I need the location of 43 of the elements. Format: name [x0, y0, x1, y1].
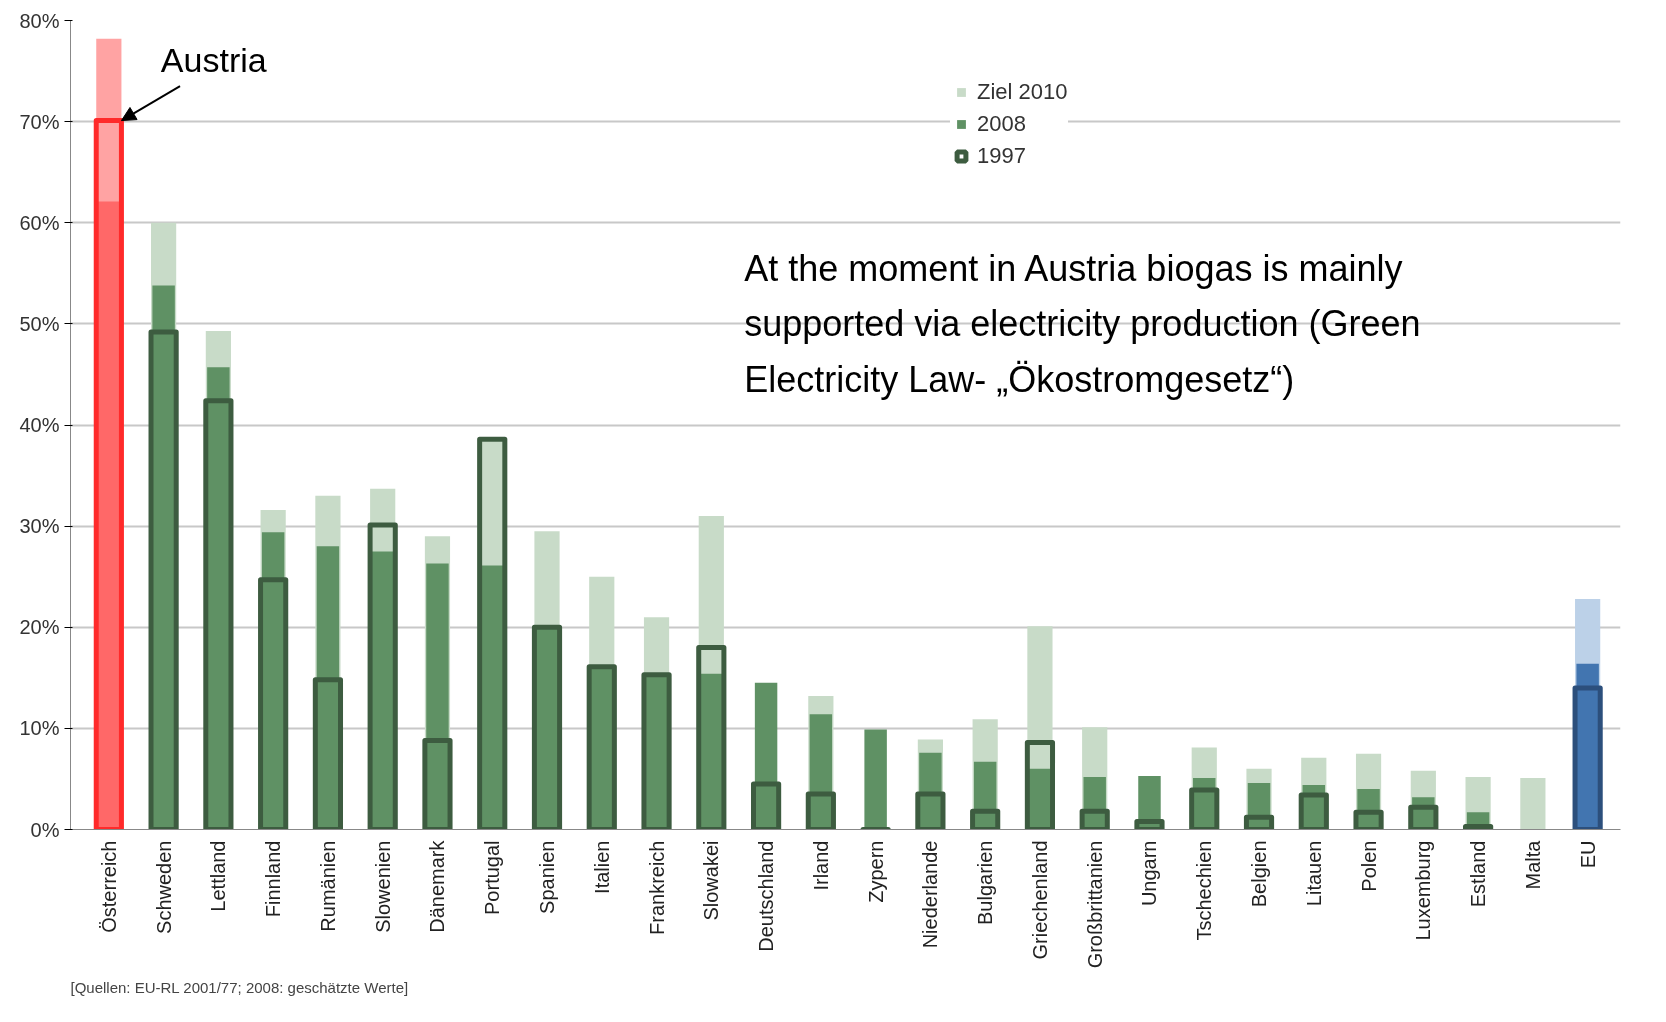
annotation: Austria [160, 41, 267, 80]
annotation: At the moment in Austria biogas is mainly supported via electricity production (Green Electricity Law- „Ökostromgesetz“) [744, 248, 1421, 400]
x-tick-label: Finnland [262, 840, 285, 918]
x-tick-label: Slowakei [700, 840, 723, 921]
y-tick-label: 40% [19, 414, 60, 436]
x-tick-label: Lettland [207, 840, 230, 912]
y-tick-label: 60% [19, 211, 60, 234]
y-tick-label: 30% [19, 515, 60, 538]
x-tick-label: Portugal [481, 840, 504, 915]
x-tick-label: Italien [590, 840, 613, 894]
x-tick-label: Luxemburg [1412, 840, 1435, 941]
x-tick-label: Bulgarien [974, 840, 997, 925]
y-tick-label: 20% [19, 616, 60, 639]
y-tick-label: 70% [19, 110, 60, 133]
legend-label: Ziel 2010 [977, 79, 1068, 105]
x-tick-label: Belgien [1248, 840, 1271, 908]
x-tick-label: Spanien [536, 840, 558, 914]
x-tick-label: Niederlande [919, 840, 942, 949]
x-tick-label: Schweden [152, 840, 175, 934]
x-tick-label: Litauen [1302, 840, 1325, 907]
x-tick-label: Polen [1357, 840, 1380, 892]
x-tick-label: Ungarn [1138, 840, 1161, 907]
text: [Quellen: EU-RL 2001/77; 2008: geschätzte Werte] [70, 978, 409, 996]
y-tick-label: 0% [30, 818, 60, 841]
x-tick-label: Deutschland [755, 840, 778, 952]
x-tick-label: Großbrittanien [1083, 840, 1106, 969]
x-tick-label: Griechenland [1028, 840, 1051, 960]
x-tick-label: Frankreich [645, 840, 668, 935]
legend-label: 2008 [977, 111, 1026, 137]
x-tick-label: Tschechien [1193, 840, 1216, 941]
x-tick-label: Rumänien [316, 840, 339, 932]
x-tick-label: Slowenien [371, 840, 394, 933]
y-tick-label: 50% [19, 312, 60, 335]
x-tick-label: Zypern [864, 840, 887, 903]
legend-label: 1997 [977, 143, 1026, 169]
x-tick-label: Malta [1521, 839, 1544, 890]
y-tick-label: 10% [19, 717, 60, 740]
x-tick-label: Dänemark [426, 839, 449, 933]
x-tick-label: EU [1576, 840, 1599, 869]
y-tick-label: 80% [19, 9, 60, 32]
x-tick-label: Österreich [97, 840, 120, 933]
x-tick-label: Estland [1467, 840, 1490, 908]
x-tick-label: Irland [809, 840, 832, 891]
